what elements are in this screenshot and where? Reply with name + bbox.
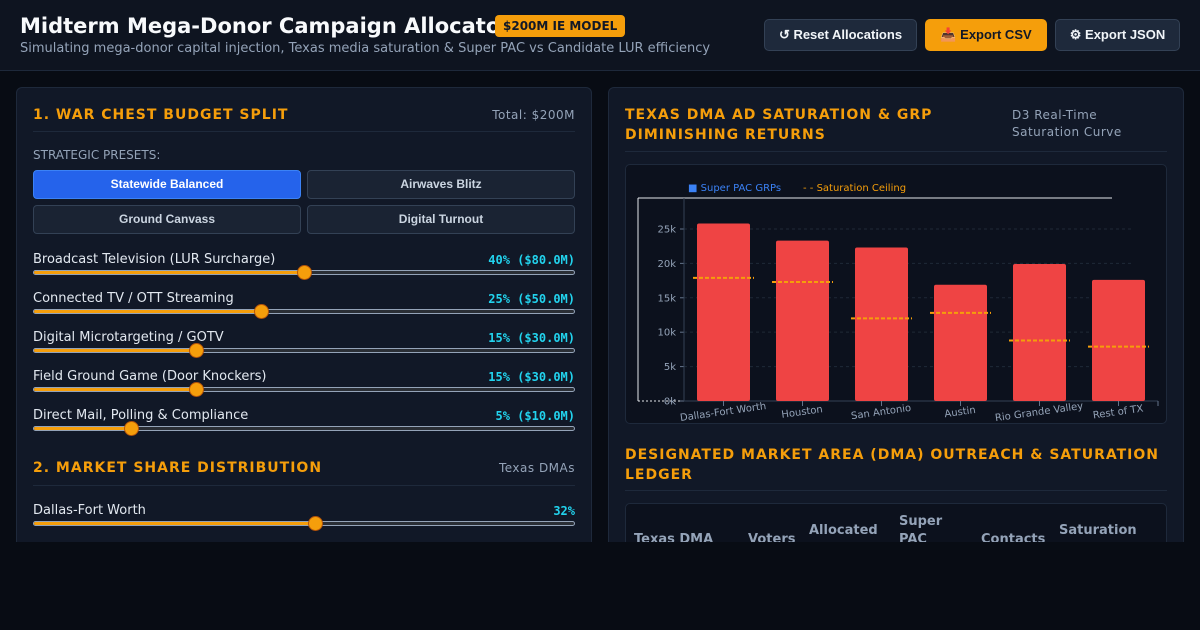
budget-panel: 1. WAR CHEST BUDGET SPLIT Total: $200M S…	[16, 87, 592, 557]
y-tick-label: 0k	[664, 397, 676, 408]
y-tick-label: 15k	[657, 293, 676, 304]
slider-value: 40% ($80.0M)	[488, 253, 575, 267]
slider-thumb[interactable]	[189, 382, 204, 397]
grp-bar	[855, 248, 908, 401]
slider-thumb[interactable]	[254, 304, 269, 319]
slider-track[interactable]	[33, 309, 575, 314]
slider-fill	[34, 349, 196, 352]
y-tick-label: 10k	[657, 328, 676, 339]
slider-thumb[interactable]	[308, 516, 323, 531]
saturation-panel: TEXAS DMA AD SATURATION & GRP DIMINISHIN…	[608, 87, 1184, 557]
y-tick-label: 20k	[657, 259, 676, 270]
market-slider-dallas-fort-worth: Dallas-Fort Worth 32%	[33, 503, 575, 533]
channel-slider-digital: Digital Microtargeting / GOTV 15% ($30.0…	[33, 330, 575, 360]
ledger-title-line1: DESIGNATED MARKET AREA (DMA) OUTREACH & …	[625, 445, 1159, 465]
legend-saturation-ceiling: - - Saturation Ceiling	[803, 183, 906, 194]
slider-thumb[interactable]	[297, 265, 312, 280]
slider-fill	[34, 388, 196, 391]
slider-value: 15% ($30.0M)	[488, 331, 575, 345]
slider-value: 5% ($10.0M)	[496, 409, 575, 423]
y-tick-label: 25k	[657, 224, 676, 235]
divider	[625, 151, 1167, 152]
slider-value: 25% ($50.0M)	[488, 292, 575, 306]
channel-slider-ctv-ott: Connected TV / OTT Streaming 25% ($50.0M…	[33, 291, 575, 321]
slider-track[interactable]	[33, 521, 575, 526]
column-header-saturation[interactable]: Saturation	[1059, 522, 1137, 540]
grp-bar	[934, 285, 987, 401]
grp-bar	[1092, 280, 1145, 401]
divider	[625, 490, 1167, 491]
market-share-section-title: 2. MARKET SHARE DISTRIBUTION	[33, 458, 322, 478]
x-tick-label: Rest of TX	[1092, 404, 1144, 422]
slider-thumb[interactable]	[124, 421, 139, 436]
budget-total: Total: $200M	[492, 108, 575, 122]
slider-label: Field Ground Game (Door Knockers)	[33, 369, 267, 384]
reset-allocations-button[interactable]: ↺ Reset Allocations	[764, 19, 917, 51]
slider-track[interactable]	[33, 348, 575, 353]
x-tick-label: Houston	[781, 404, 824, 421]
grp-bar	[1013, 264, 1066, 401]
market-share-meta: Texas DMAs	[499, 461, 575, 475]
preset-airwaves-blitz-button[interactable]: Airwaves Blitz	[307, 170, 575, 199]
legend-super-pac-grps: ■ Super PAC GRPs	[688, 183, 781, 194]
slider-fill	[34, 310, 261, 313]
column-header-line: Super	[899, 513, 942, 531]
app-subtitle: Simulating mega-donor capital injection,…	[20, 41, 710, 56]
grp-bar	[697, 223, 750, 401]
x-tick-label: Austin	[944, 405, 977, 420]
channel-slider-mail: Direct Mail, Polling & Compliance 5% ($1…	[33, 408, 575, 438]
saturation-meta-line2: Saturation Curve	[1012, 125, 1122, 139]
saturation-title-line2: DIMINISHING RETURNS	[625, 125, 826, 145]
page-footer-area	[0, 542, 1200, 630]
export-csv-button[interactable]: 📥 Export CSV	[925, 19, 1047, 51]
saturation-chart: 0k 5k 10k 15k 20k 25k Dallas-Fort Worth Houston…	[625, 164, 1167, 424]
slider-track[interactable]	[33, 387, 575, 392]
slider-value: 32%	[553, 504, 575, 518]
saturation-meta-line1: D3 Real-Time	[1012, 108, 1097, 122]
slider-label: Connected TV / OTT Streaming	[33, 291, 234, 306]
slider-track[interactable]	[33, 426, 575, 431]
budget-section-title: 1. WAR CHEST BUDGET SPLIT	[33, 105, 288, 125]
app-title: Midterm Mega-Donor Campaign Allocator	[20, 14, 511, 38]
slider-fill	[34, 271, 304, 274]
grp-bar	[776, 241, 829, 401]
presets-label: STRATEGIC PRESETS:	[33, 148, 160, 162]
slider-label: Direct Mail, Polling & Compliance	[33, 408, 248, 423]
preset-ground-canvass-button[interactable]: Ground Canvass	[33, 205, 301, 234]
y-tick-label: 5k	[664, 362, 676, 373]
saturation-title-line1: TEXAS DMA AD SATURATION & GRP	[625, 105, 932, 125]
app-header: Midterm Mega-Donor Campaign Allocator $2…	[0, 0, 1200, 71]
slider-fill	[34, 522, 315, 525]
slider-track[interactable]	[33, 270, 575, 275]
slider-thumb[interactable]	[189, 343, 204, 358]
preset-statewide-balanced-button[interactable]: Statewide Balanced	[33, 170, 301, 199]
export-json-button[interactable]: ⚙ Export JSON	[1055, 19, 1180, 51]
channel-slider-broadcast-tv: Broadcast Television (LUR Surcharge) 40%…	[33, 252, 575, 282]
divider	[33, 485, 575, 486]
preset-digital-turnout-button[interactable]: Digital Turnout	[307, 205, 575, 234]
model-badge: $200M IE MODEL	[495, 15, 625, 37]
slider-value: 15% ($30.0M)	[488, 370, 575, 384]
slider-label: Dallas-Fort Worth	[33, 503, 146, 518]
divider	[33, 131, 575, 132]
ledger-title-line2: LEDGER	[625, 465, 693, 485]
slider-label: Broadcast Television (LUR Surcharge)	[33, 252, 275, 267]
column-header-line: Allocated	[809, 522, 878, 540]
channel-slider-field: Field Ground Game (Door Knockers) 15% ($…	[33, 369, 575, 399]
slider-fill	[34, 427, 131, 430]
